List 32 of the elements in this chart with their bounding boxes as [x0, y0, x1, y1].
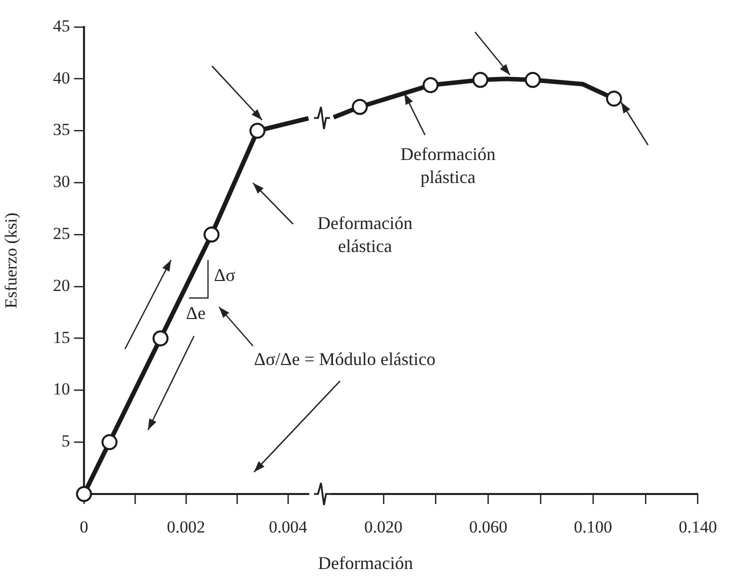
x-axis-title: Deformación	[318, 553, 413, 573]
point	[204, 226, 220, 243]
y-tick-label: 20	[53, 276, 70, 295]
x-tick-label: 0.140	[678, 518, 717, 537]
annotation: Δσ/Δe = Módulo elástico	[254, 348, 436, 371]
point	[102, 434, 118, 450]
point	[422, 77, 439, 94]
y-tick-label: 15	[53, 328, 70, 347]
x-tick-label: 0.002	[166, 518, 206, 537]
y-tick-label: 10	[53, 380, 70, 399]
point	[249, 122, 266, 139]
point	[606, 90, 622, 107]
y-tick-label: 5	[62, 432, 70, 451]
point	[472, 72, 488, 88]
annotation: Deformación plástica	[400, 143, 496, 189]
y-tick-label: 45	[53, 16, 70, 36]
x-tick-label: 0	[80, 518, 88, 537]
y-tick-label: 30	[53, 172, 70, 192]
x-tick-label: 0.020	[364, 518, 403, 537]
annotation: Deformación elástica	[316, 212, 414, 258]
y-tick-label: 40	[53, 68, 70, 88]
y-axis-title: Esfuerzo (ksi)	[2, 212, 21, 308]
point	[524, 72, 541, 88]
annotation: Δσ	[214, 264, 236, 287]
x-tick-label: 0.100	[574, 518, 612, 537]
x-tick-label: 0.060	[469, 518, 508, 537]
y-tick-label: 35	[53, 120, 70, 140]
point	[152, 330, 169, 346]
x-tick-label: 0.004	[268, 518, 308, 537]
point	[352, 98, 368, 115]
y-tick-label: 25	[53, 224, 70, 244]
annotation: Δe	[186, 302, 207, 325]
